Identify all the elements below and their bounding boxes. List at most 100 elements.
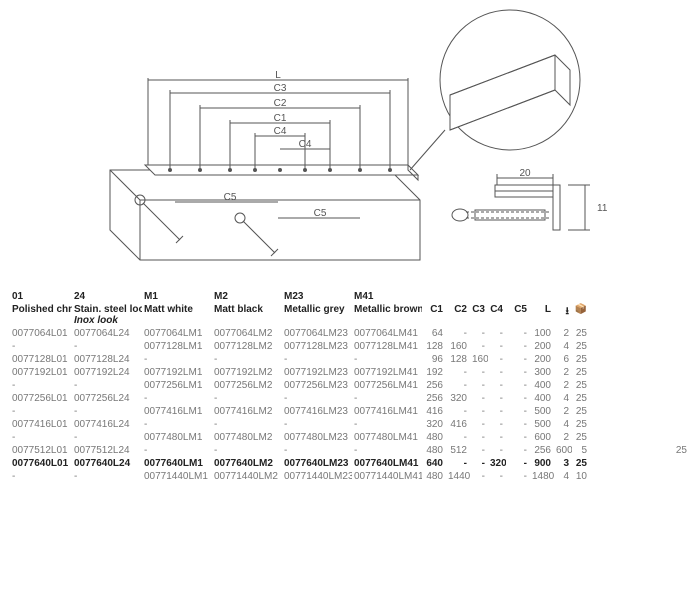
dimcol-1: C2 [446, 303, 470, 327]
dim-value: - [470, 457, 488, 470]
table-row: 0077416L010077416L24----320416---500425 [10, 418, 690, 431]
table-row: 0077256L010077256L24----256320---400425 [10, 392, 690, 405]
dim-value: - [446, 431, 470, 444]
part-number: - [72, 340, 142, 353]
part-number: 0077128LM41 [352, 340, 422, 353]
dim-value: - [470, 340, 488, 353]
part-number: - [282, 444, 352, 457]
dim-value: 192 [422, 366, 446, 379]
part-number: 0077256LM41 [352, 379, 422, 392]
part-number: 00771440LM2 [212, 470, 282, 483]
part-number: 0077256LM1 [142, 379, 212, 392]
dimcol-4: C5 [506, 303, 530, 327]
dim-value: 25 [590, 444, 690, 457]
dim-value: 2 [554, 431, 572, 444]
finish-name-1: Stain. steel lookInox look [72, 303, 142, 327]
finish-name-3: Matt black [212, 303, 282, 327]
dim-value: - [506, 340, 530, 353]
table-row: 0077512L010077512L24----480512---2566005… [10, 444, 690, 457]
dim-value: 2 [554, 405, 572, 418]
dim-value: - [488, 431, 506, 444]
dim-value: - [488, 444, 506, 457]
technical-diagram: L C3 C2 C1 C4 C4 C5 C5 20 11 [0, 0, 700, 280]
part-number: 0077256L24 [72, 392, 142, 405]
part-number: 0077480LM41 [352, 431, 422, 444]
part-number: - [352, 392, 422, 405]
part-number: 0077128LM23 [282, 340, 352, 353]
part-number: 0077416LM41 [352, 405, 422, 418]
dim-value: - [488, 418, 506, 431]
dim-value: 25 [572, 379, 590, 392]
part-number: 0077064LM2 [212, 327, 282, 340]
part-number: 0077192L24 [72, 366, 142, 379]
dim-value: - [506, 366, 530, 379]
dim-value: - [506, 405, 530, 418]
dim-value: - [488, 392, 506, 405]
table-row: 0077128L010077128L24----96128160--200625 [10, 353, 690, 366]
part-number: 0077256LM2 [212, 379, 282, 392]
dim-value: 200 [530, 340, 554, 353]
part-number: - [10, 379, 72, 392]
part-number: 0077192LM41 [352, 366, 422, 379]
dim-value: - [488, 340, 506, 353]
part-number: - [10, 470, 72, 483]
part-number: 0077480LM23 [282, 431, 352, 444]
dim-value: 4 [554, 470, 572, 483]
part-number: 0077640LM2 [212, 457, 282, 470]
dim-value: 2 [554, 379, 572, 392]
dim-value: 25 [572, 340, 590, 353]
dim-value: - [470, 327, 488, 340]
part-number: - [212, 392, 282, 405]
part-number: 0077192LM23 [282, 366, 352, 379]
part-number: 0077128L01 [10, 353, 72, 366]
dim-value: - [488, 379, 506, 392]
table-row: --0077128LM10077128LM20077128LM230077128… [10, 340, 690, 353]
dim-value: 128 [422, 340, 446, 353]
dim-value: - [446, 366, 470, 379]
part-number: 0077640LM41 [352, 457, 422, 470]
part-number: - [212, 353, 282, 366]
dim-value: 640 [422, 457, 446, 470]
table-row: --0077480LM10077480LM20077480LM230077480… [10, 431, 690, 444]
part-number: 00771440LM1 [142, 470, 212, 483]
dim-value: 600 [554, 444, 572, 457]
dim-value: 160 [470, 353, 488, 366]
finish-code-4: M23 [282, 290, 352, 303]
dim-value: 4 [554, 392, 572, 405]
part-number: 0077192L01 [10, 366, 72, 379]
finish-name-row: Polished chrome Stain. steel lookInox lo… [10, 303, 690, 327]
dim-value: 600 [530, 431, 554, 444]
part-number: 0077064LM23 [282, 327, 352, 340]
dim-value: - [488, 353, 506, 366]
part-number: - [72, 470, 142, 483]
dim-value: - [446, 405, 470, 418]
part-number: - [282, 418, 352, 431]
spec-table-body: 0077064L010077064L240077064LM10077064LM2… [10, 327, 690, 483]
dim-value: 200 [530, 353, 554, 366]
dim-value: 500 [530, 405, 554, 418]
dim-label-C4b: C4 [299, 139, 312, 150]
finish-name-5: Metallic brown [352, 303, 422, 327]
finish-code-5: M41 [352, 290, 422, 303]
finish-code-0: 01 [10, 290, 72, 303]
dim-label-C3: C3 [274, 83, 287, 94]
part-number: - [142, 353, 212, 366]
dim-value: - [506, 353, 530, 366]
part-number: - [212, 418, 282, 431]
finish-code-1: 24 [72, 290, 142, 303]
dim-value: 256 [422, 379, 446, 392]
dimcol-0: C1 [422, 303, 446, 327]
dim-value: 64 [422, 327, 446, 340]
finish-code-2: M1 [142, 290, 212, 303]
dim-value: - [470, 392, 488, 405]
dim-value: - [506, 327, 530, 340]
dim-value: - [488, 470, 506, 483]
part-number: 0077064LM41 [352, 327, 422, 340]
part-number: - [72, 379, 142, 392]
dim-value: 3 [554, 457, 572, 470]
dim-value: - [470, 470, 488, 483]
table-row: --00771440LM100771440LM200771440LM230077… [10, 470, 690, 483]
part-number: - [142, 444, 212, 457]
dim-value: - [506, 392, 530, 405]
dim-value: 25 [572, 392, 590, 405]
